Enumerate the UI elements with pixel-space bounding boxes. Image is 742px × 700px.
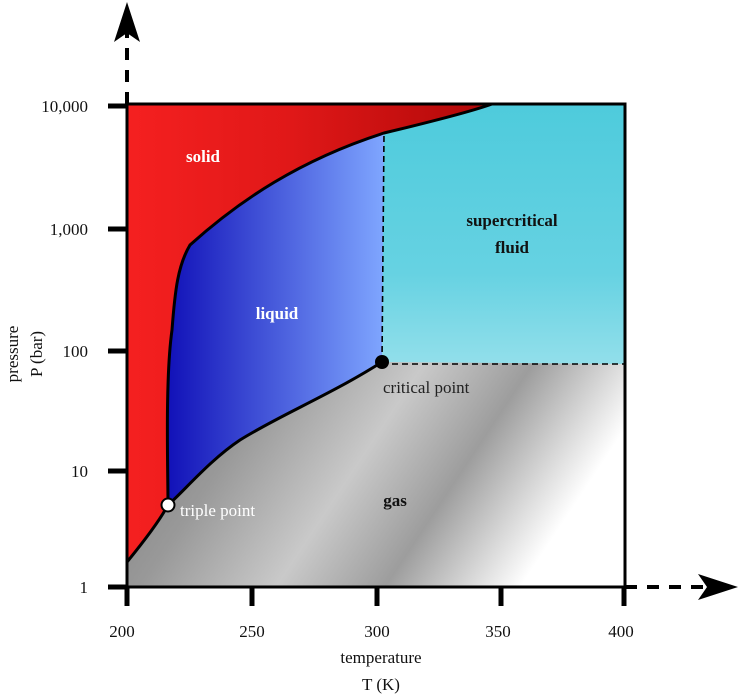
- critical-point-label: critical point: [383, 378, 470, 397]
- y-axis-title: pressure: [3, 326, 22, 383]
- critical-temperature-dash: [381, 132, 385, 363]
- gas-label: gas: [383, 491, 407, 510]
- y-tick-label: 1,000: [50, 220, 88, 239]
- y-arrow-icon: [114, 2, 140, 42]
- x-ticks: [124, 587, 627, 606]
- melting-curve: [165, 102, 493, 506]
- critical-point-marker: [375, 355, 389, 369]
- x-arrow-icon: [698, 574, 738, 600]
- x-tick-label: 400: [608, 622, 634, 641]
- gas-region: [127, 362, 625, 587]
- supercritical-label-2: fluid: [495, 238, 530, 257]
- vaporization-curve: [167, 360, 383, 507]
- y-tick-label: 10: [71, 462, 88, 481]
- triple-point-label: triple point: [180, 501, 255, 520]
- x-axis-title: temperature: [340, 648, 421, 667]
- liquid-region: [167, 133, 384, 505]
- solid-region: [127, 104, 492, 562]
- triple-point-marker: [160, 497, 176, 513]
- y-axis-unit: P (bar): [27, 331, 46, 377]
- x-tick-label: 350: [485, 622, 511, 641]
- y-tick-label: 100: [63, 342, 89, 361]
- y-tick-label: 1: [80, 578, 89, 597]
- solid-label: solid: [186, 147, 221, 166]
- x-tick-label: 200: [109, 622, 135, 641]
- liquid-label: liquid: [256, 304, 299, 323]
- x-axis-unit: T (K): [362, 675, 400, 694]
- x-tick-label: 300: [364, 622, 390, 641]
- x-tick-label: 250: [239, 622, 265, 641]
- y-ticks: [108, 103, 127, 590]
- y-tick-label: 10,000: [41, 97, 88, 116]
- supercritical-label: supercritical: [466, 211, 558, 230]
